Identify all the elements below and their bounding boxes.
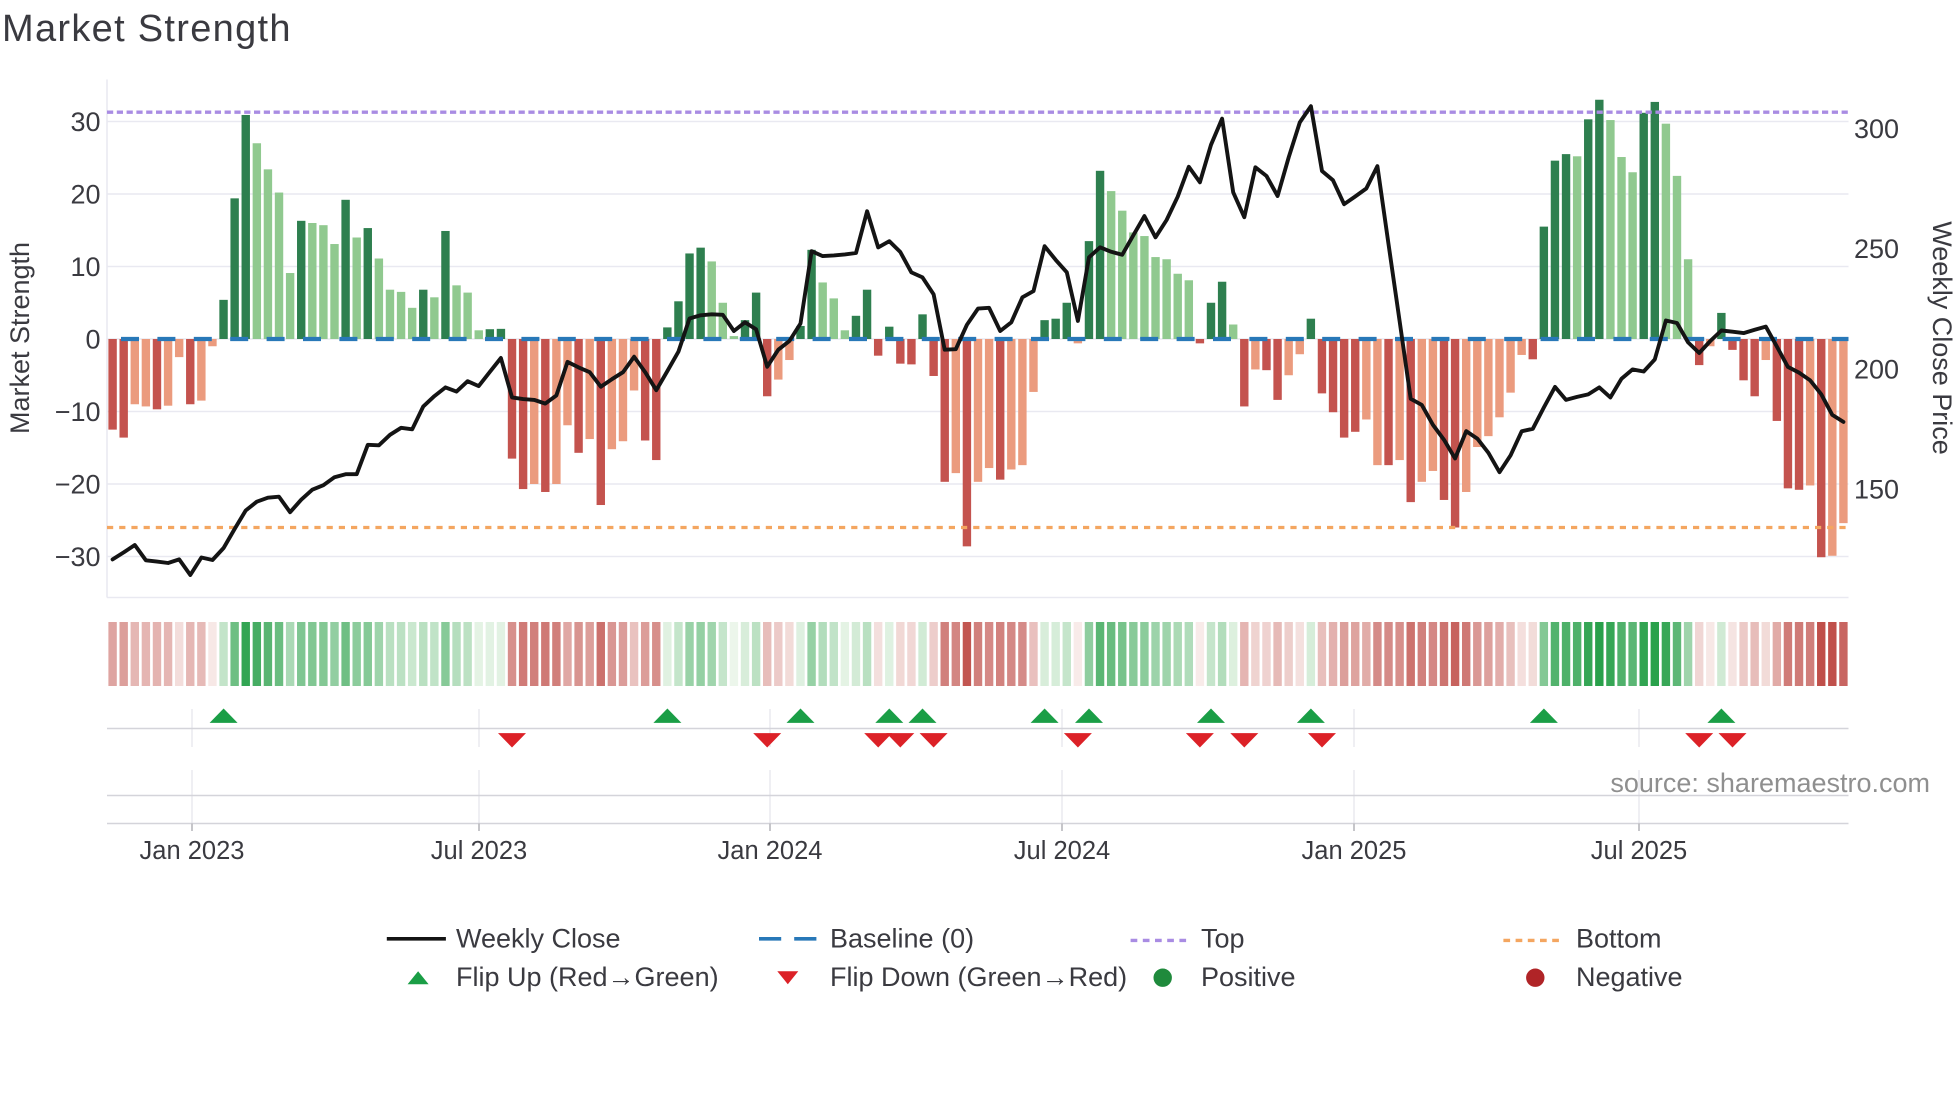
svg-text:20: 20	[70, 180, 100, 210]
svg-text:Top: Top	[1201, 923, 1245, 953]
svg-text:Baseline (0): Baseline (0)	[830, 923, 974, 953]
svg-text:0: 0	[85, 325, 100, 355]
svg-text:source: sharemaestro.com: source: sharemaestro.com	[1610, 768, 1930, 798]
svg-text:Jul 2025: Jul 2025	[1591, 837, 1687, 865]
svg-text:Flip Down (Green→Red): Flip Down (Green→Red)	[830, 962, 1127, 992]
svg-text:−20: −20	[55, 470, 101, 500]
svg-text:200: 200	[1854, 354, 1899, 384]
svg-text:150: 150	[1854, 475, 1899, 505]
svg-text:250: 250	[1854, 234, 1899, 264]
svg-text:Flip Up (Red→Green): Flip Up (Red→Green)	[456, 962, 719, 992]
svg-text:Market Strength: Market Strength	[5, 242, 35, 434]
svg-text:30: 30	[70, 107, 100, 137]
svg-text:Positive: Positive	[1201, 962, 1296, 992]
svg-text:Market Strength: Market Strength	[2, 8, 292, 50]
svg-text:Jul 2024: Jul 2024	[1014, 837, 1110, 865]
svg-text:Jan 2025: Jan 2025	[1302, 837, 1407, 865]
svg-text:−10: −10	[55, 397, 101, 427]
svg-text:10: 10	[70, 252, 100, 282]
svg-text:Weekly Close: Weekly Close	[456, 923, 621, 953]
svg-text:Bottom: Bottom	[1576, 923, 1662, 953]
svg-text:−30: −30	[55, 542, 101, 572]
svg-text:Jan 2024: Jan 2024	[718, 837, 823, 865]
svg-text:Jan 2023: Jan 2023	[140, 837, 245, 865]
svg-text:Negative: Negative	[1576, 962, 1683, 992]
svg-text:Weekly Close Price: Weekly Close Price	[1927, 221, 1957, 455]
svg-text:Jul 2023: Jul 2023	[431, 837, 527, 865]
svg-text:300: 300	[1854, 114, 1899, 144]
